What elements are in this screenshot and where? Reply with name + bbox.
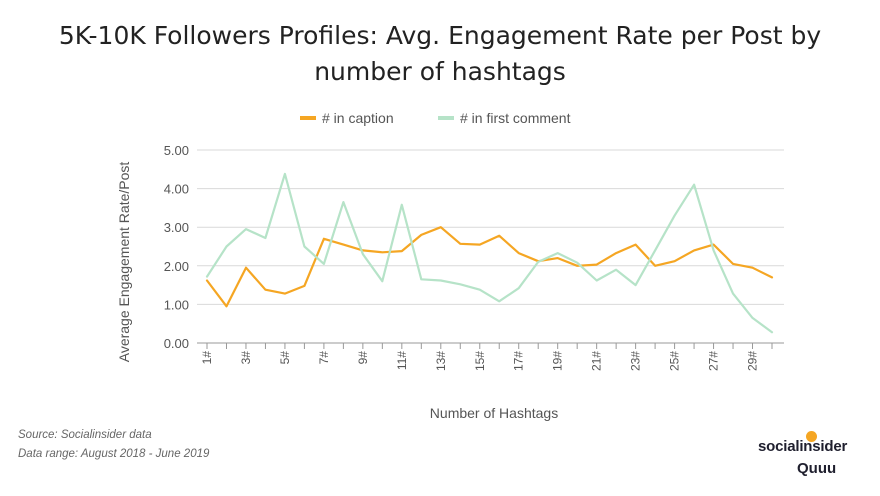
- x-tick-label: 23#: [629, 351, 643, 371]
- chart-title-line-2: number of hashtags: [314, 57, 566, 86]
- y-tick-label: 2.00: [164, 259, 189, 274]
- x-tick-label: 25#: [668, 351, 682, 371]
- y-tick-label: 4.00: [164, 182, 189, 197]
- x-axis-ticks: 1# 3# 5# 7# 9# 11# 13# 15# 17# 19# 21# 23# 25# 27# 29#: [200, 343, 773, 371]
- x-tick-label: 29#: [746, 351, 760, 371]
- x-tick-label: 3#: [239, 351, 253, 365]
- source-line: Source: Socialinsider data: [18, 429, 152, 441]
- x-tick-label: 17#: [512, 351, 526, 371]
- y-tick-label: 5.00: [164, 143, 189, 158]
- y-tick-label: 0.00: [164, 336, 189, 351]
- series-line: [205, 226, 774, 308]
- y-tick-label: 1.00: [164, 297, 189, 312]
- x-tick-label: 11#: [395, 351, 409, 370]
- y-axis-label: Average Engagement Rate/Post: [116, 162, 132, 363]
- x-tick-label: 13#: [434, 351, 448, 371]
- series-lines: [205, 172, 774, 334]
- grid-lines: [197, 149, 784, 344]
- socialinsider-logo-dot-icon: [806, 431, 817, 442]
- source-note: Source: Socialinsider data Data range: A…: [18, 426, 209, 464]
- x-tick-label: 15#: [473, 351, 487, 371]
- series-line: [205, 172, 774, 334]
- socialinsider-logo: socialinsider: [758, 438, 848, 455]
- chart-title-line-1: 5K-10K Followers Profiles: Avg. Engageme…: [58, 21, 822, 50]
- x-tick-label: 5#: [278, 351, 292, 365]
- y-tick-label: 3.00: [164, 220, 189, 235]
- x-tick-label: 1#: [200, 351, 214, 365]
- x-axis-label: Number of Hashtags: [430, 405, 558, 421]
- y-axis-ticks: 0.00 1.00 2.00 3.00 4.00 5.00: [164, 143, 189, 351]
- quuu-logo: Quuu: [797, 460, 837, 477]
- x-tick-label: 21#: [590, 351, 604, 371]
- x-tick-label: 9#: [356, 351, 370, 365]
- legend: # in caption # in first comment: [300, 110, 571, 126]
- x-tick-label: 27#: [707, 351, 721, 371]
- x-tick-label: 19#: [551, 351, 565, 371]
- chart-title: 5K-10K Followers Profiles: Avg. Engageme…: [0, 18, 880, 90]
- x-tick-label: 7#: [317, 351, 331, 365]
- data-range-line: Data range: August 2018 - June 2019: [18, 448, 210, 460]
- legend-label: # in caption: [322, 110, 394, 126]
- legend-label: # in first comment: [460, 110, 571, 126]
